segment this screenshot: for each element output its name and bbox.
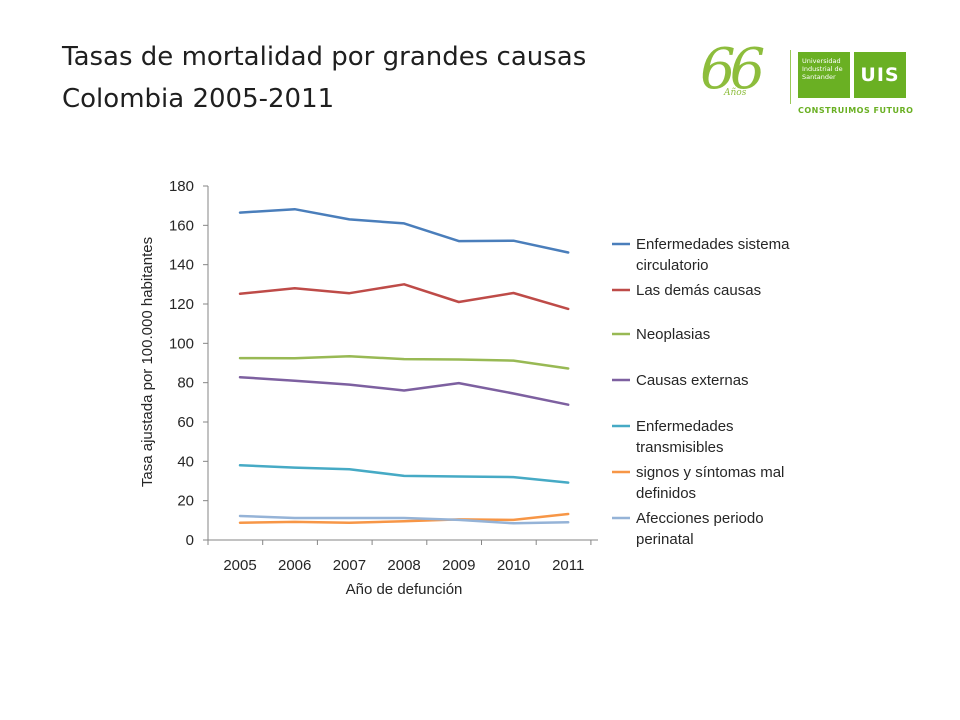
slide-title-line-1: Tasas de mortalidad por grandes causas <box>62 42 587 72</box>
x-tick-label: 2005 <box>223 557 256 574</box>
y-tick-label: 0 <box>186 532 194 549</box>
university-name-line-2: Industrial de <box>802 65 843 73</box>
legend-label-1: Enfermedades sistema <box>636 236 790 253</box>
y-axis-title: Tasa ajustada por 100.000 habitantes <box>139 237 156 487</box>
y-tick-label: 140 <box>169 257 194 274</box>
legend-label-5: transmisibles <box>636 439 724 456</box>
series-line-2 <box>238 283 570 311</box>
anniversary-word: Años <box>724 88 747 98</box>
legend-label-5: Enfermedades <box>636 418 734 435</box>
x-tick-label: 2007 <box>333 557 366 574</box>
series-line-5 <box>238 464 570 484</box>
y-tick-label: 20 <box>177 493 194 510</box>
series-line-7 <box>238 514 570 525</box>
university-name-block: Universidad Industrial de Santander <box>798 52 850 98</box>
x-tick-label: 2011 <box>552 557 584 574</box>
legend-label-6: signos y síntomas mal <box>636 464 784 481</box>
legend-label-6: definidos <box>636 485 696 502</box>
slide-title: Tasas de mortalidad por grandes causas C… <box>62 36 586 120</box>
x-tick-label: 2006 <box>278 557 311 574</box>
university-name-line-3: Santander <box>802 73 836 81</box>
university-logo: 66 Años Universidad Industrial de Santan… <box>698 40 928 124</box>
x-tick-label: 2010 <box>497 557 530 574</box>
x-tick-label: 2008 <box>387 557 420 574</box>
y-tick-label: 60 <box>177 414 194 431</box>
legend-label-7: perinatal <box>636 531 694 548</box>
university-name-line-1: Universidad <box>802 57 841 65</box>
logo-divider <box>790 50 791 104</box>
y-tick-label: 180 <box>169 178 194 195</box>
slide-title-line-2: Colombia 2005-2011 <box>62 84 335 114</box>
legend-label-3: Neoplasias <box>636 326 710 343</box>
x-axis-title: Año de defunción <box>346 581 463 598</box>
y-tick-label: 120 <box>169 296 194 313</box>
uis-shield: UIS <box>854 52 906 98</box>
y-tick-label: 160 <box>169 217 194 234</box>
x-tick-label: 2009 <box>442 557 475 574</box>
y-tick-label: 80 <box>177 375 194 392</box>
legend-label-7: Afecciones periodo <box>636 510 764 527</box>
anniversary-number: 66 <box>700 37 765 102</box>
series-line-1 <box>238 207 570 254</box>
legend-label-1: circulatorio <box>636 257 709 274</box>
series-line-6 <box>238 512 570 524</box>
legend-label-4: Causas externas <box>636 372 749 389</box>
legend-label-2: Las demás causas <box>636 282 761 299</box>
series-line-3 <box>238 355 570 370</box>
logo-slogan: CONSTRUIMOS FUTURO <box>798 106 914 115</box>
y-tick-label: 100 <box>169 335 194 352</box>
series-line-4 <box>238 375 570 406</box>
y-tick-label: 40 <box>177 453 194 470</box>
